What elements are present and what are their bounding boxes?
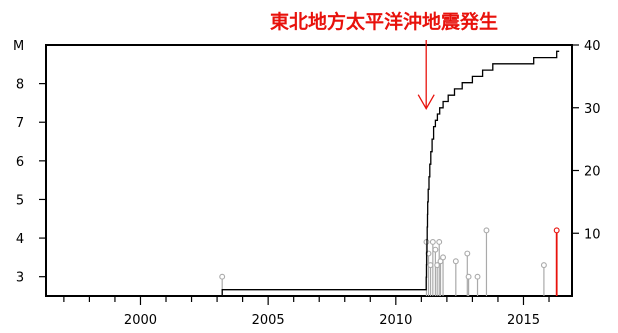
left-y-tick-label: 5 [16, 193, 24, 208]
event-marker [440, 254, 447, 261]
event-marker [436, 238, 443, 245]
annotation-text: 東北地方太平洋沖地震発生 [270, 10, 498, 33]
x-tick-label: 2005 [252, 313, 285, 328]
event-marker [465, 273, 472, 280]
event-marker [483, 227, 490, 234]
stem-series [219, 227, 547, 296]
event-marker [432, 246, 439, 253]
left-y-tick-label: 6 [16, 155, 24, 170]
event-marker [452, 258, 459, 265]
event-marker [427, 262, 434, 269]
right-y-tick-label: 30 [584, 102, 601, 117]
x-tick-label: 2015 [507, 313, 540, 328]
plot-frame [45, 44, 573, 297]
event-marker [474, 273, 481, 280]
event-marker [540, 262, 547, 269]
left-y-tick-label: 4 [16, 232, 24, 247]
annotation-group: 東北地方太平洋沖地震発生 [270, 10, 498, 110]
right-y-tick-label: 20 [584, 165, 601, 180]
x-tick-label: 2010 [379, 313, 412, 328]
annotation-arrow-head [417, 94, 435, 110]
x-tick-label: 2000 [124, 313, 157, 328]
latest-event-marker [553, 227, 560, 234]
event-marker [219, 273, 226, 280]
event-marker [429, 238, 436, 245]
left-y-tick-label: 3 [16, 271, 24, 286]
event-marker [464, 250, 471, 257]
right-y-tick-label: 40 [584, 39, 601, 54]
left-axis-ticks: 3 4 5 6 7 8 [16, 78, 46, 286]
x-axis-ticks: 2000 2005 2010 2015 [63, 296, 550, 328]
right-y-tick-label: 10 [584, 227, 601, 242]
left-axis-label: M [13, 39, 24, 54]
left-y-tick-label: 7 [16, 116, 24, 131]
left-y-tick-label: 8 [16, 78, 24, 93]
latest-stem-series [553, 227, 560, 296]
cumulative-count-line [46, 50, 560, 297]
right-axis-ticks: 10 20 30 40 [572, 39, 601, 242]
